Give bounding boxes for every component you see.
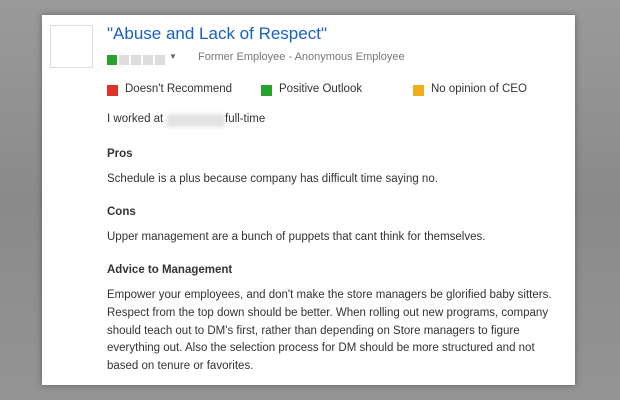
advice-line: based on tenure or favorites. xyxy=(107,360,254,373)
advice-line: everything out. Also the selection proce… xyxy=(107,342,535,355)
cons-text: Upper management are a bunch of puppets … xyxy=(107,231,486,243)
advice-line: Respect from the top down should be bett… xyxy=(107,306,549,319)
star xyxy=(107,55,117,65)
indicator: Doesn't Recommend xyxy=(125,83,233,95)
author: Former Employee - Anonymous Employee xyxy=(198,51,405,63)
pros-text: Schedule is a plus because company has d… xyxy=(107,173,438,185)
advice-line: should teach out to DM's first, rather t… xyxy=(107,324,520,337)
indicator: Positive Outlook xyxy=(279,83,363,95)
advice-line: Empower your employees, and don't make t… xyxy=(107,289,552,301)
star xyxy=(155,55,165,65)
pros-heading: Pros xyxy=(107,148,133,160)
red-indicator xyxy=(107,85,118,96)
star xyxy=(119,55,129,65)
yellow-indicator xyxy=(413,85,424,96)
star xyxy=(143,55,153,65)
review-card: "Abuse and Lack of Respect" ▼ Former Emp… xyxy=(42,15,575,385)
review-title[interactable]: "Abuse and Lack of Respect" xyxy=(107,24,327,43)
redacted-company xyxy=(167,114,225,127)
employment-text: full-time xyxy=(225,113,266,125)
star-rating: ▼ xyxy=(107,52,177,70)
dropdown-arrow[interactable]: ▼ xyxy=(169,52,177,61)
indicator: No opinion of CEO xyxy=(431,83,527,95)
employment-text: I worked at xyxy=(107,113,164,125)
company-logo xyxy=(50,25,93,68)
advice-heading: Advice to Management xyxy=(107,264,233,276)
green-indicator xyxy=(261,85,272,96)
star xyxy=(131,55,141,65)
cons-heading: Cons xyxy=(107,206,136,218)
